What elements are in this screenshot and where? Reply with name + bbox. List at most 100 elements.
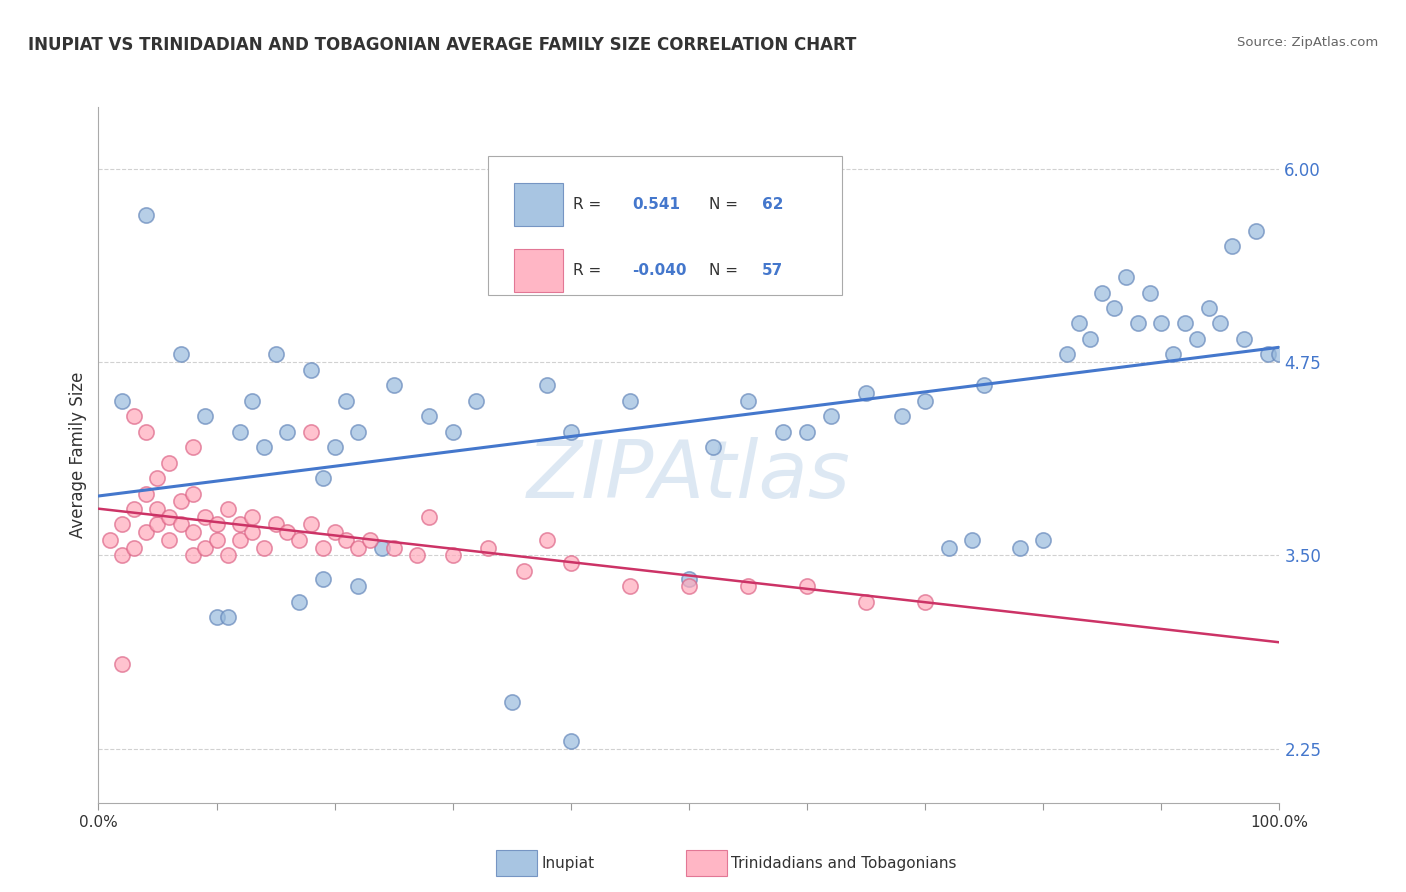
Text: R =: R = xyxy=(574,197,606,212)
Point xyxy=(217,610,239,624)
Point xyxy=(194,541,217,555)
Point xyxy=(229,425,252,439)
Point xyxy=(205,610,228,624)
Point xyxy=(299,517,322,532)
Point xyxy=(1032,533,1054,547)
Point xyxy=(111,393,134,408)
Point xyxy=(501,695,523,709)
Point xyxy=(146,471,169,485)
Point xyxy=(205,533,228,547)
Point xyxy=(465,393,488,408)
Point xyxy=(1139,285,1161,300)
Point xyxy=(135,486,157,500)
Text: N =: N = xyxy=(709,263,742,278)
Text: Source: ZipAtlas.com: Source: ZipAtlas.com xyxy=(1237,36,1378,49)
Point xyxy=(973,378,995,392)
Point xyxy=(1080,332,1102,346)
Point xyxy=(441,549,464,563)
Point xyxy=(382,378,405,392)
Point xyxy=(1161,347,1184,361)
Point xyxy=(276,525,298,540)
Point xyxy=(371,541,394,555)
Point xyxy=(276,425,298,439)
FancyBboxPatch shape xyxy=(515,183,562,226)
Point xyxy=(181,486,204,500)
Text: Trinidadians and Tobagonians: Trinidadians and Tobagonians xyxy=(731,856,956,871)
Point xyxy=(122,502,145,516)
Point xyxy=(146,517,169,532)
Point xyxy=(560,556,582,570)
Point xyxy=(1257,347,1279,361)
Point xyxy=(1056,347,1078,361)
Text: Inupiat: Inupiat xyxy=(541,856,595,871)
FancyBboxPatch shape xyxy=(515,250,562,292)
Point xyxy=(418,409,440,424)
Point xyxy=(678,579,700,593)
Point xyxy=(855,595,877,609)
Point xyxy=(229,517,252,532)
Point xyxy=(536,378,558,392)
Text: N =: N = xyxy=(709,197,742,212)
Point xyxy=(111,657,134,671)
Point xyxy=(299,425,322,439)
Point xyxy=(312,541,335,555)
Point xyxy=(323,440,346,454)
Point xyxy=(619,393,641,408)
Point xyxy=(288,533,311,547)
Point xyxy=(157,456,180,470)
Point xyxy=(347,425,370,439)
Point xyxy=(122,409,145,424)
Point xyxy=(111,549,134,563)
Point xyxy=(1198,301,1220,315)
Point xyxy=(181,440,204,454)
Text: INUPIAT VS TRINIDADIAN AND TOBAGONIAN AVERAGE FAMILY SIZE CORRELATION CHART: INUPIAT VS TRINIDADIAN AND TOBAGONIAN AV… xyxy=(28,36,856,54)
Point xyxy=(347,541,370,555)
Point xyxy=(477,541,499,555)
Point xyxy=(253,541,276,555)
Point xyxy=(536,533,558,547)
Point xyxy=(217,502,239,516)
Point xyxy=(170,517,193,532)
Point xyxy=(335,533,357,547)
Text: 0.541: 0.541 xyxy=(633,197,681,212)
Point xyxy=(323,525,346,540)
Point xyxy=(170,347,193,361)
Point xyxy=(1091,285,1114,300)
Point xyxy=(170,494,193,508)
Point xyxy=(194,509,217,524)
Point xyxy=(1268,347,1291,361)
Point xyxy=(264,517,287,532)
Point xyxy=(962,533,984,547)
Point xyxy=(98,533,121,547)
Point xyxy=(1233,332,1256,346)
FancyBboxPatch shape xyxy=(488,156,842,295)
Point xyxy=(359,533,381,547)
Point xyxy=(111,517,134,532)
Point xyxy=(253,440,276,454)
Point xyxy=(382,541,405,555)
Point xyxy=(122,541,145,555)
Point xyxy=(240,509,263,524)
Point xyxy=(890,409,912,424)
Y-axis label: Average Family Size: Average Family Size xyxy=(69,372,87,538)
Point xyxy=(737,579,759,593)
Point xyxy=(288,595,311,609)
Text: 62: 62 xyxy=(762,197,783,212)
Point xyxy=(619,579,641,593)
Point xyxy=(914,595,936,609)
Point xyxy=(312,572,335,586)
Point xyxy=(181,525,204,540)
Point xyxy=(418,509,440,524)
Point xyxy=(737,393,759,408)
Point xyxy=(1174,317,1197,331)
Point xyxy=(702,440,724,454)
Point xyxy=(1102,301,1125,315)
Point xyxy=(1185,332,1208,346)
Point xyxy=(678,572,700,586)
Point xyxy=(406,549,429,563)
Point xyxy=(512,564,534,578)
Point xyxy=(938,541,960,555)
Text: R =: R = xyxy=(574,263,606,278)
Point xyxy=(1150,317,1173,331)
Point xyxy=(1209,317,1232,331)
